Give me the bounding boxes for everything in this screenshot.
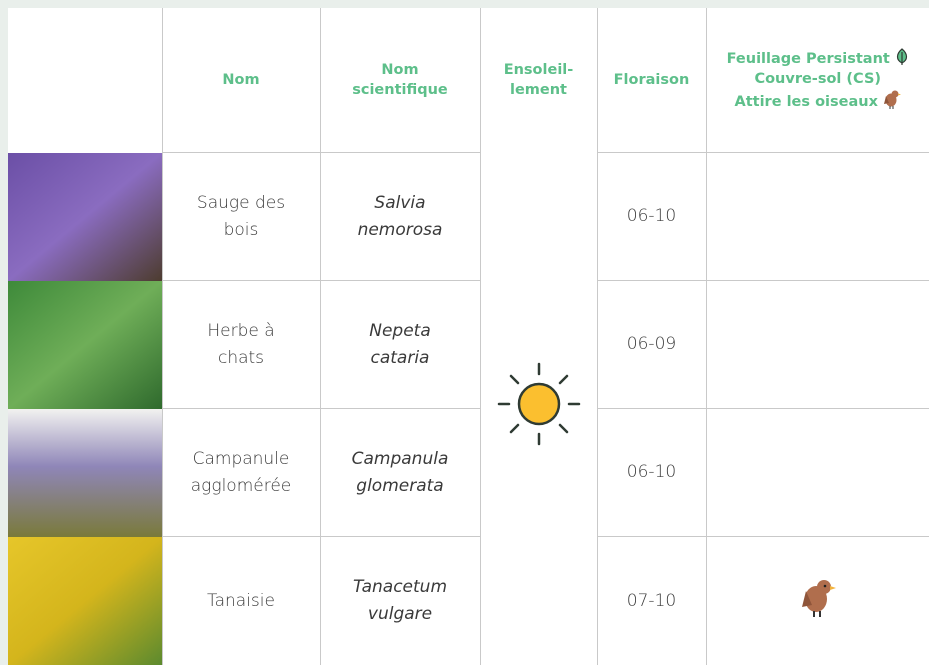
header-text: Attire les oiseaux [734, 94, 878, 110]
photo-cell [8, 536, 162, 665]
header-line: Feuillage Persistant [713, 48, 924, 69]
photo [8, 280, 162, 409]
header-cell: Feuillage Persistant Couvre-sol (CS) Att… [705, 8, 929, 153]
header-cell: Floraison [596, 8, 706, 153]
bird-icon [884, 90, 901, 109]
row: Campanule agglomérée Campanula glomerata… [8, 408, 929, 537]
scientific-cell: Tanacetum vulgare [319, 536, 480, 665]
header-cell: Ensoleil-lement [479, 8, 597, 153]
name-cell: Tanaisie [161, 536, 320, 665]
flowering-cell: 07-10 [596, 536, 706, 665]
header-image [8, 8, 162, 153]
photo-cell [8, 152, 162, 281]
bird-icon [801, 579, 836, 617]
sun-cell [479, 152, 597, 665]
header-cell: Nom scientifique [319, 8, 480, 153]
flowering-cell: 06-09 [596, 280, 706, 409]
sun-icon [497, 363, 580, 446]
attribute-cell [705, 536, 929, 665]
flowering-cell: 06-10 [596, 408, 706, 537]
row: Tanaisie Tanacetum vulgare 07-10 [8, 536, 929, 665]
header-line: Attire les oiseaux [713, 89, 924, 112]
name-cell: Sauge des bois [161, 151, 320, 281]
photo [8, 152, 162, 281]
header-row: Nom Nom scientifique Ensoleil-lement Flo… [8, 8, 929, 153]
attribute-cell [705, 151, 929, 281]
name-cell: Campanule agglomérée [161, 408, 320, 537]
row: Sauge des bois Salvia nemorosa 06-10 [8, 151, 929, 665]
flowering-cell: 06-10 [596, 151, 706, 281]
attribute-cell [705, 408, 929, 537]
photo [8, 536, 162, 665]
photo-cell [8, 408, 162, 537]
plant-table: Nom Nom scientifique Ensoleil-lement Flo… [8, 8, 929, 665]
header-line: Couvre-sol (CS) [754, 71, 882, 87]
scientific-cell: Campanula glomerata [319, 408, 480, 537]
attribute-cell [705, 280, 929, 409]
name-cell: Herbe à chats [161, 280, 320, 409]
header-cell: Nom [161, 8, 320, 153]
leaf-icon [896, 48, 907, 65]
photo [8, 408, 162, 537]
row: Herbe à chats Nepeta cataria 06-09 [8, 280, 929, 409]
photo-cell [8, 280, 162, 409]
header-text: Feuillage Persistant [726, 51, 890, 67]
scientific-cell: Nepeta cataria [319, 280, 480, 409]
scientific-cell: Salvia nemorosa [319, 151, 480, 281]
